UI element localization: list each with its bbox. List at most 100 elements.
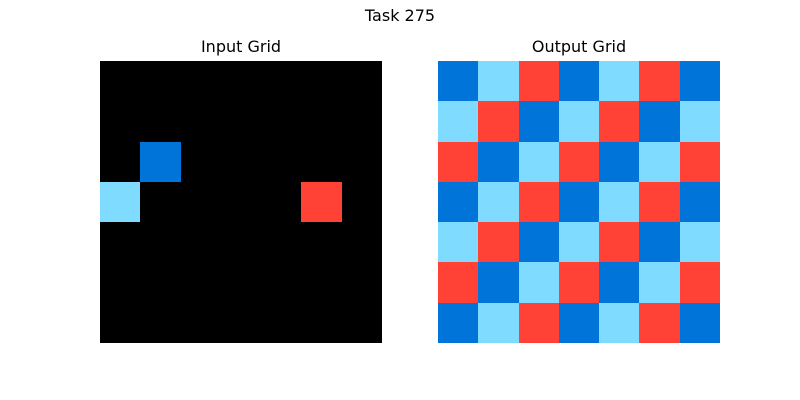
input-cell-r1-c1 [140, 101, 181, 142]
input-cell-r1-c4 [261, 101, 302, 142]
input-cell-r5-c5 [301, 262, 342, 303]
output-cell-r3-c5 [639, 181, 680, 223]
input-cell-r4-c0 [100, 222, 141, 263]
output-cell-r2-c4 [599, 141, 640, 182]
input-cell-r4-c1 [140, 222, 181, 263]
output-cell-r2-c1 [478, 141, 519, 182]
output-cell-r1-c4 [599, 101, 640, 142]
input-cell-r1-c0 [100, 101, 141, 142]
input-cell-r3-c2 [180, 181, 221, 223]
input-cell-r2-c3 [220, 141, 262, 182]
input-cell-r0-c5 [301, 61, 342, 102]
output-cell-r3-c3 [558, 181, 600, 223]
input-cell-r1-c5 [301, 101, 342, 142]
output-cell-r0-c0 [438, 61, 479, 102]
output-cell-r4-c4 [599, 222, 640, 263]
output-cell-r2-c6 [679, 141, 720, 182]
output-cell-r5-c5 [639, 262, 680, 303]
input-cell-r3-c0 [100, 181, 141, 223]
output-cell-r4-c6 [679, 222, 720, 263]
output-cell-r5-c6 [679, 262, 720, 303]
input-cell-r0-c0 [100, 61, 141, 102]
input-cell-r3-c3 [220, 181, 262, 223]
input-grid-title: Input Grid [200, 37, 282, 56]
output-cell-r0-c4 [599, 61, 640, 102]
input-cell-r6-c0 [100, 302, 141, 343]
output-grid-title: Output Grid [531, 37, 627, 56]
input-cell-r5-c4 [261, 262, 302, 303]
output-cell-r4-c2 [518, 222, 559, 263]
input-grid [100, 61, 382, 343]
input-cell-r3-c6 [341, 181, 382, 223]
input-cell-r1-c2 [180, 101, 221, 142]
input-cell-r2-c1 [140, 141, 181, 182]
output-cell-r3-c6 [679, 181, 720, 223]
output-cell-r1-c2 [518, 101, 559, 142]
input-cell-r5-c6 [341, 262, 382, 303]
input-cell-r5-c2 [180, 262, 221, 303]
input-cell-r4-c3 [220, 222, 262, 263]
output-cell-r1-c1 [478, 101, 519, 142]
input-cell-r5-c0 [100, 262, 141, 303]
input-cell-r2-c2 [180, 141, 221, 182]
output-cell-r2-c3 [558, 141, 600, 182]
output-cell-r4-c1 [478, 222, 519, 263]
output-cell-r4-c3 [558, 222, 600, 263]
output-cell-r4-c5 [639, 222, 680, 263]
output-cell-r5-c0 [438, 262, 479, 303]
figure-title: Task 275 [364, 6, 436, 25]
output-cell-r2-c5 [639, 141, 680, 182]
output-cell-r0-c5 [639, 61, 680, 102]
output-cell-r5-c3 [558, 262, 600, 303]
input-cell-r6-c6 [341, 302, 382, 343]
output-cell-r3-c0 [438, 181, 479, 223]
output-cell-r6-c2 [518, 302, 559, 343]
input-cell-r2-c5 [301, 141, 342, 182]
output-cell-r6-c0 [438, 302, 479, 343]
input-cell-r0-c6 [341, 61, 382, 102]
input-cell-r0-c2 [180, 61, 221, 102]
input-cell-r1-c6 [341, 101, 382, 142]
output-cell-r6-c4 [599, 302, 640, 343]
input-cell-r1-c3 [220, 101, 262, 142]
output-cell-r0-c3 [558, 61, 600, 102]
output-cell-r3-c1 [478, 181, 519, 223]
output-cell-r6-c3 [558, 302, 600, 343]
input-cell-r6-c1 [140, 302, 181, 343]
input-cell-r6-c2 [180, 302, 221, 343]
input-cell-r4-c5 [301, 222, 342, 263]
output-cell-r0-c2 [518, 61, 559, 102]
output-cell-r6-c5 [639, 302, 680, 343]
input-cell-r2-c0 [100, 141, 141, 182]
output-cell-r0-c6 [679, 61, 720, 102]
output-cell-r1-c5 [639, 101, 680, 142]
output-cell-r6-c1 [478, 302, 519, 343]
input-cell-r6-c3 [220, 302, 262, 343]
input-cell-r6-c5 [301, 302, 342, 343]
input-cell-r4-c4 [261, 222, 302, 263]
output-cell-r2-c0 [438, 141, 479, 182]
input-cell-r0-c4 [261, 61, 302, 102]
output-cell-r4-c0 [438, 222, 479, 263]
input-cell-r2-c6 [341, 141, 382, 182]
output-cell-r6-c6 [679, 302, 720, 343]
output-cell-r5-c4 [599, 262, 640, 303]
input-cell-r3-c5 [301, 181, 342, 223]
output-cell-r5-c1 [478, 262, 519, 303]
input-cell-r0-c3 [220, 61, 262, 102]
output-cell-r0-c1 [478, 61, 519, 102]
input-cell-r4-c6 [341, 222, 382, 263]
output-cell-r2-c2 [518, 141, 559, 182]
input-cell-r5-c1 [140, 262, 181, 303]
input-cell-r3-c4 [261, 181, 302, 223]
output-cell-r1-c6 [679, 101, 720, 142]
output-cell-r3-c2 [518, 181, 559, 223]
input-cell-r6-c4 [261, 302, 302, 343]
input-cell-r0-c1 [140, 61, 181, 102]
output-cell-r3-c4 [599, 181, 640, 223]
output-cell-r1-c3 [558, 101, 600, 142]
input-cell-r2-c4 [261, 141, 302, 182]
output-cell-r1-c0 [438, 101, 479, 142]
output-grid [438, 61, 720, 343]
input-cell-r4-c2 [180, 222, 221, 263]
